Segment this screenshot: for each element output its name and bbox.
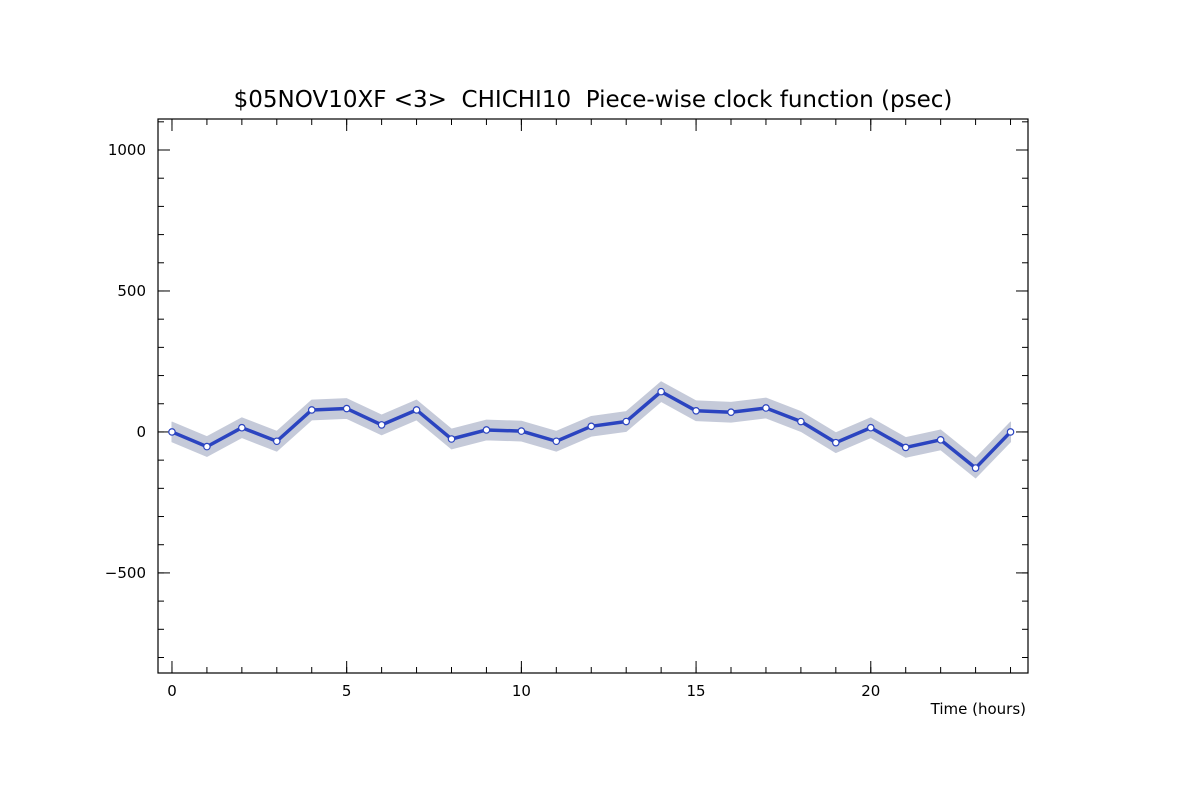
plot-frame [157,118,1029,674]
data-point [412,406,421,414]
data-point [762,404,770,412]
data-point [692,407,700,415]
data-point [866,423,875,432]
data-point [552,437,561,446]
data-point [238,423,246,432]
data-point [517,427,526,435]
x-axis-label: Time (hours) [930,700,1026,718]
axis-ticks [158,119,1028,673]
data-point [832,438,840,447]
data-point [447,435,456,443]
y-tick-label: 500 [117,282,146,300]
data-point [657,387,665,396]
x-tick-label: 0 [167,682,177,700]
data-point [727,408,735,417]
data-point [342,404,351,413]
data-point [936,436,945,444]
data-point [482,426,491,434]
data-point [307,406,316,414]
data-point [622,417,630,426]
x-tick-label: 20 [861,682,880,700]
y-tick-label: −500 [105,564,146,582]
data-point [168,428,176,436]
data-point [587,422,596,431]
data-point [901,443,910,452]
data-point [1006,428,1015,436]
data-point [272,437,281,446]
data-point [971,464,980,472]
data-point [797,417,805,426]
data-points-layer [168,387,1015,472]
y-tick-label: 0 [136,423,146,441]
data-point [377,421,386,429]
data-point [203,442,211,451]
chart-title: $05NOV10XF <3> CHICHI10 Piece-wise clock… [234,87,953,113]
x-tick-label: 15 [687,682,706,700]
x-tick-label: 5 [342,682,352,700]
x-tick-label: 10 [512,682,531,700]
y-tick-label: 1000 [108,141,146,159]
tick-labels: 0 5 10 15 20 −500 0 500 1000 [105,141,881,700]
